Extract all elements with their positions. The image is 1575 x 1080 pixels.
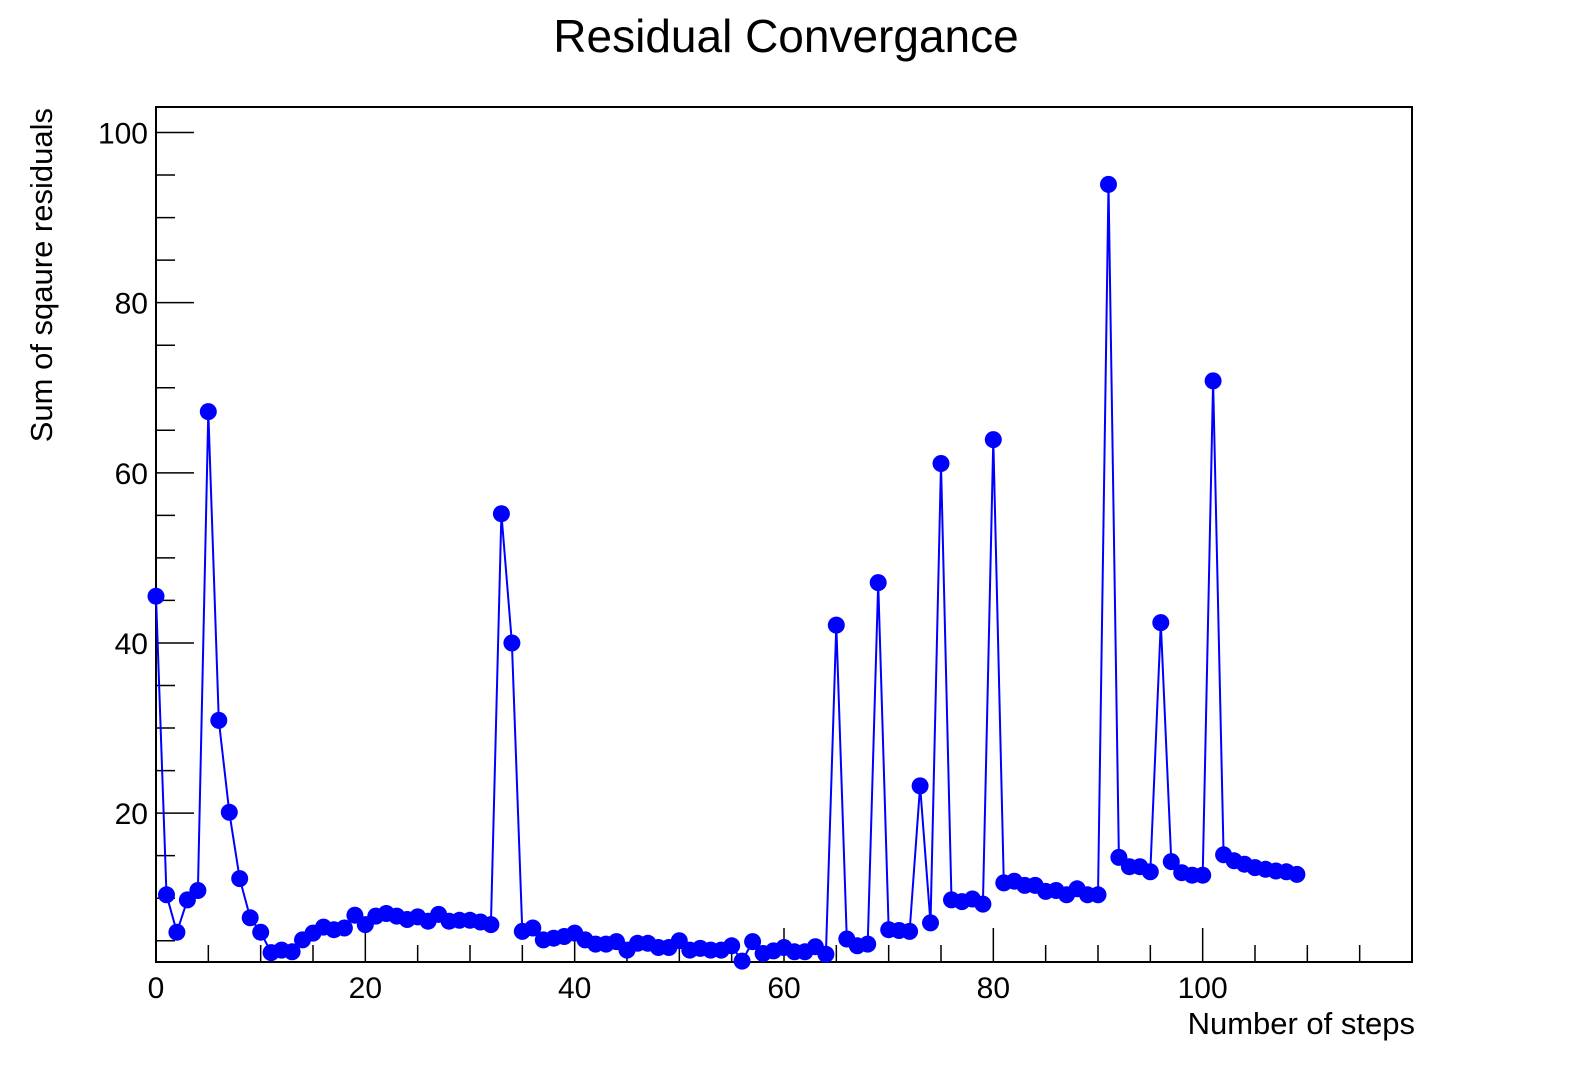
data-point [252, 923, 270, 941]
y-tick-label: 20 [115, 798, 148, 831]
data-point [1089, 886, 1107, 904]
data-point [1194, 866, 1212, 884]
data-point [733, 952, 751, 970]
data-point [1162, 853, 1180, 871]
data-point [168, 923, 186, 941]
data-point [1288, 865, 1306, 883]
x-tick-label: 80 [977, 972, 1010, 1005]
data-point [744, 933, 762, 951]
data-point [199, 403, 217, 421]
data-point [283, 943, 301, 961]
y-tick-label: 60 [115, 458, 148, 491]
x-tick-label: 100 [1178, 972, 1228, 1005]
data-point [210, 711, 228, 729]
plot-area: 0 20 40 60 80 100 20 40 60 80 100 [98, 106, 1413, 1005]
data-point [147, 587, 165, 605]
chart-title: Residual Convergance [553, 10, 1018, 62]
data-point [1100, 175, 1117, 193]
x-tick-label: 20 [349, 972, 382, 1005]
x-tick-label: 40 [558, 972, 591, 1005]
data-point [1152, 614, 1170, 632]
series-line [155, 183, 1298, 963]
data-point [911, 777, 929, 795]
data-point [723, 937, 741, 955]
y-axis-label: Sum of sqaure residuals [24, 108, 59, 442]
data-point [231, 870, 249, 888]
x-axis-label: Number of steps [1188, 1006, 1415, 1041]
y-tick-label: 40 [115, 628, 148, 661]
data-point [158, 886, 175, 904]
data-point [335, 919, 353, 937]
data-point [901, 922, 919, 940]
data-point [827, 616, 845, 634]
data-point [922, 914, 939, 932]
data-point [524, 919, 542, 937]
data-point [974, 895, 992, 913]
data-point [932, 455, 950, 472]
data-point [1204, 372, 1222, 390]
data-point [189, 882, 207, 899]
data-point [482, 916, 500, 934]
data-point [1141, 863, 1159, 881]
y-tick-label: 80 [115, 288, 148, 321]
data-point [220, 803, 238, 821]
data-point [869, 574, 887, 592]
y-tick-label: 100 [98, 118, 148, 151]
data-point [503, 634, 521, 652]
data-point [492, 505, 510, 523]
data-point [817, 945, 835, 963]
data-point [984, 431, 1002, 449]
data-point [241, 909, 259, 927]
x-tick-label: 0 [148, 972, 165, 1005]
data-point [859, 935, 877, 953]
x-tick-label: 60 [767, 972, 800, 1005]
